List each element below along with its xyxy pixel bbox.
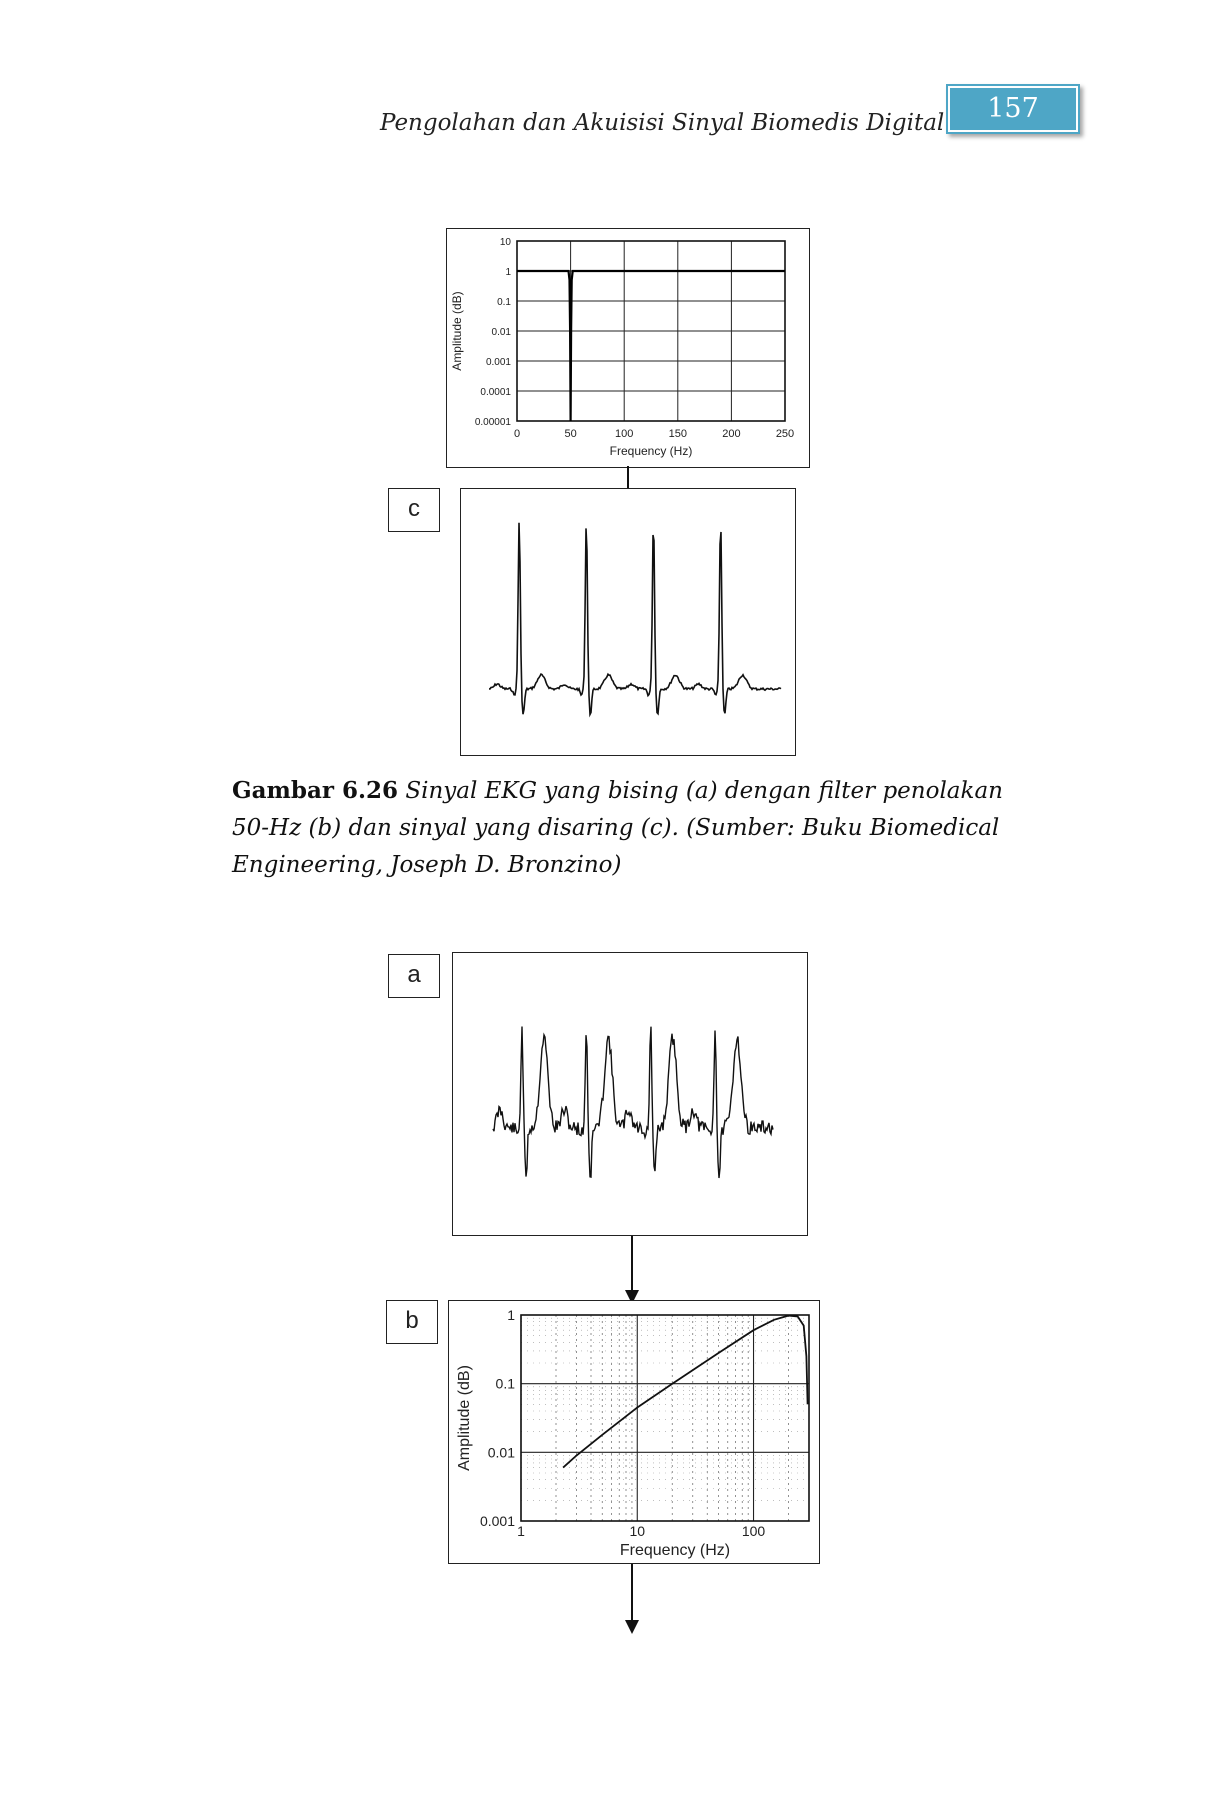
filter-frequency-response-chart: 1 10 100 1 0.1 0.01 0.001 Frequency (Hz) Amplitu…: [448, 1300, 820, 1564]
filtered-ekg-svg: [489, 522, 782, 718]
arrow-to-output: [625, 1564, 639, 1634]
x-tick-label: 150: [669, 428, 687, 440]
y-axis-label: Amplitude (dB): [450, 291, 464, 370]
x-tick-label: 0: [514, 428, 520, 440]
x-tick-label: 250: [776, 428, 794, 440]
filtered-ekg-trace: [489, 522, 782, 718]
x-tick-label: 10: [629, 1523, 645, 1539]
x-axis-label: Frequency (Hz): [610, 444, 693, 458]
noisy-ekg-trace: [492, 1026, 774, 1179]
x-tick-label: 100: [615, 428, 633, 440]
y-tick-label: 0.00001: [475, 417, 512, 428]
caption-label: Gambar 6.26: [232, 777, 399, 804]
plot-frame: [520, 1314, 810, 1522]
y-tick-label: 1: [505, 267, 511, 278]
notch-filter-chart: 0 50 100 150 200 250 10 1 0.1 0.01 0.001 0.0001 0.00…: [446, 228, 810, 468]
y-tick-label: 0.001: [480, 1513, 515, 1529]
notch-filter-svg: 0 50 100 150 200 250 10 1 0.1 0.01 0.001 0.0001 0.00…: [450, 237, 794, 458]
caption-text: Sinyal EKG yang bising (a) dengan filter…: [232, 778, 1003, 878]
y-tick-label: 0.01: [488, 1444, 515, 1460]
plot-frame: [516, 240, 786, 422]
frequency-response-line: [562, 1314, 809, 1469]
frequency-response-svg: 1 10 100 1 0.1 0.01 0.001 Frequency (Hz) Amplitu…: [456, 1307, 810, 1559]
figure-label-b: b: [386, 1300, 438, 1344]
page-number-badge: 157: [946, 84, 1080, 134]
y-tick-label: 0.0001: [480, 387, 511, 398]
y-axis-label: Amplitude (dB): [456, 1365, 473, 1471]
y-tick-label: 1: [507, 1307, 515, 1323]
x-tick-label: 200: [722, 428, 740, 440]
noisy-ekg-panel: [452, 952, 808, 1236]
x-tick-label: 100: [742, 1523, 766, 1539]
notch-response-line: [517, 269, 785, 422]
noisy-ekg-svg: [492, 1026, 774, 1179]
figure-label-a: a: [388, 954, 440, 998]
y-tick-label: 0.01: [492, 327, 512, 338]
x-tick-label: 50: [564, 428, 576, 440]
y-tick-label: 0.1: [496, 1376, 516, 1392]
figure-caption: Gambar 6.26 Sinyal EKG yang bising (a) d…: [232, 772, 1040, 884]
arrow-to-filter-response: [625, 1236, 639, 1304]
y-tick-label: 10: [500, 237, 512, 248]
x-tick-label: 1: [517, 1523, 525, 1539]
y-tick-label: 0.1: [497, 297, 511, 308]
y-tick-label: 0.001: [486, 357, 511, 368]
filtered-ekg-panel: [460, 488, 796, 756]
x-axis-label: Frequency (Hz): [620, 1542, 730, 1559]
figure-label-c: c: [388, 488, 440, 532]
running-header-title: Pengolahan dan Akuisisi Sinyal Biomedis …: [380, 110, 945, 136]
